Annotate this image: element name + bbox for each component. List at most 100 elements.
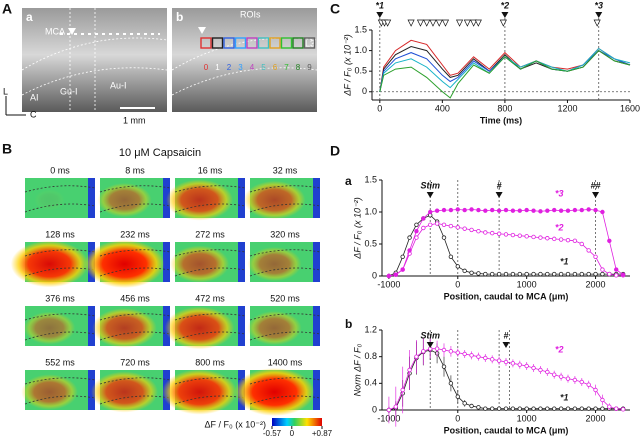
series-line xyxy=(388,214,624,277)
heatmap-boundary xyxy=(174,313,246,321)
y-axis-title: Norm ΔF / F₀ xyxy=(352,343,362,396)
region-label: Gu-I xyxy=(60,86,78,96)
heatmap-boundary xyxy=(99,249,171,257)
annotation: # xyxy=(497,180,502,190)
heatmap-boundary xyxy=(24,185,96,193)
data-point xyxy=(469,353,474,358)
heatmap-boundary xyxy=(24,331,96,341)
data-point xyxy=(517,406,522,411)
rois-title: ROIs xyxy=(240,9,261,19)
frame-label: 16 ms xyxy=(198,165,223,175)
data-point xyxy=(600,271,605,277)
event-marker xyxy=(423,19,431,27)
data-point xyxy=(400,387,405,393)
heatmap-boundary xyxy=(174,267,246,277)
roi-box xyxy=(200,37,212,49)
colorbar-tick-label: +0.87 xyxy=(312,429,333,438)
event-marker xyxy=(416,19,425,27)
annotation-marker xyxy=(426,342,434,348)
frame-label: 8 ms xyxy=(125,165,145,175)
x-tick-label: 1000 xyxy=(517,279,537,289)
heatmap-edge xyxy=(88,178,95,218)
heatmap-activity xyxy=(92,308,157,348)
data-point xyxy=(517,271,522,277)
x-axis-title: Position, caudal to MCA (μm) xyxy=(444,425,569,435)
data-point xyxy=(448,349,454,354)
data-point xyxy=(496,271,502,277)
heatmap-edge xyxy=(313,242,320,282)
frame-label: 272 ms xyxy=(195,229,225,239)
data-point xyxy=(441,222,447,227)
scale-bar-label: 1 mm xyxy=(123,115,146,125)
y-tick-label: 1.0 xyxy=(354,45,367,55)
frame-label: 376 ms xyxy=(45,293,75,303)
frame-label: 1400 ms xyxy=(268,357,303,367)
data-point xyxy=(545,208,550,213)
heatmap-boundary xyxy=(99,267,171,277)
data-point xyxy=(503,232,509,237)
roi-label: 5 xyxy=(261,63,266,72)
data-point xyxy=(531,271,536,277)
heatmap-activity xyxy=(34,189,65,211)
data-point xyxy=(393,272,398,277)
x-tick-label: 0 xyxy=(377,103,382,113)
roi-box xyxy=(269,37,281,49)
heatmap-boundary xyxy=(249,377,321,385)
data-point xyxy=(462,401,467,406)
frame-label: 456 ms xyxy=(120,293,150,303)
data-point xyxy=(572,271,578,277)
roi-box xyxy=(211,37,224,49)
x-tick-label: 2000 xyxy=(586,279,606,289)
data-point xyxy=(400,267,405,272)
data-point xyxy=(593,406,598,411)
y-tick-label: 1.2 xyxy=(364,324,377,334)
event-marker xyxy=(463,19,471,27)
data-point xyxy=(607,404,612,409)
data-point xyxy=(565,237,571,243)
y-tick-label: 0 xyxy=(362,86,367,96)
data-point xyxy=(552,406,557,411)
frame-label: 128 ms xyxy=(45,229,75,239)
data-point xyxy=(593,254,598,259)
data-point xyxy=(441,347,447,353)
event-marker xyxy=(593,19,601,27)
series-label: *3 xyxy=(555,188,564,198)
data-point xyxy=(510,208,516,213)
event-marker xyxy=(407,19,415,27)
data-point xyxy=(517,208,522,213)
colorbar-label: ΔF / F₀ (x 10⁻²) xyxy=(205,419,267,429)
annotation-marker xyxy=(592,192,600,198)
annotation-marker xyxy=(502,342,510,348)
data-point xyxy=(545,369,550,375)
series-label: *1 xyxy=(560,392,569,402)
heatmap-boundary xyxy=(99,377,171,385)
data-point xyxy=(400,254,405,259)
heatmap-edge xyxy=(313,370,320,410)
data-point xyxy=(386,273,392,279)
layer-label: L3 xyxy=(305,38,315,48)
heatmap-activity xyxy=(23,311,76,345)
data-point xyxy=(455,350,460,355)
data-point xyxy=(565,208,571,213)
data-point xyxy=(386,407,392,413)
data-point xyxy=(434,346,440,351)
data-point xyxy=(441,235,447,240)
data-point xyxy=(579,241,584,247)
data-point xyxy=(531,208,536,213)
x-tick-label: 1600 xyxy=(620,103,640,113)
roi-box xyxy=(234,37,247,49)
data-point xyxy=(600,406,605,411)
frame-label: 520 ms xyxy=(270,293,300,303)
orientation-label: L xyxy=(3,86,8,96)
data-point xyxy=(476,271,481,276)
data-point xyxy=(490,357,495,362)
data-point xyxy=(483,230,488,235)
data-point xyxy=(414,235,419,240)
series-label: *2 xyxy=(555,344,564,354)
roi-label: 1 xyxy=(215,63,220,72)
data-point xyxy=(614,273,619,278)
annotation: *2 xyxy=(501,0,510,10)
data-point xyxy=(407,235,412,240)
data-point xyxy=(524,207,529,213)
x-tick-label: 1000 xyxy=(517,413,537,423)
